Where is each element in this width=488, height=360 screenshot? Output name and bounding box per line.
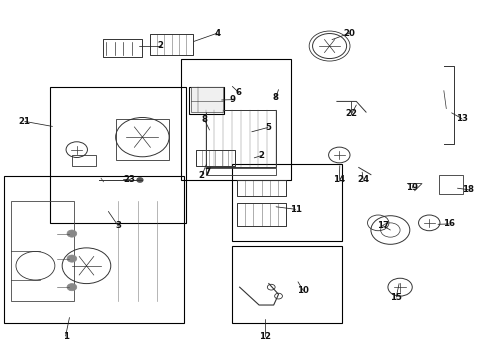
Bar (232, 246, 341, 323)
Bar (103, 39, 142, 57)
Text: 2: 2 (258, 151, 264, 160)
Bar (205, 168, 276, 175)
Text: 20: 20 (343, 29, 355, 38)
Bar (188, 87, 223, 114)
Circle shape (67, 230, 77, 237)
Text: 2: 2 (158, 41, 163, 50)
Text: 16: 16 (442, 220, 454, 229)
Bar (11, 202, 74, 301)
Circle shape (137, 178, 142, 182)
Text: 2: 2 (198, 171, 204, 180)
Bar (232, 164, 341, 241)
Text: 11: 11 (289, 205, 301, 214)
Text: 10: 10 (297, 286, 308, 295)
Text: 21: 21 (19, 117, 31, 126)
Bar (191, 87, 222, 112)
Text: 23: 23 (123, 175, 136, 184)
Bar (438, 175, 462, 194)
Bar (237, 203, 285, 226)
Bar (237, 180, 285, 196)
Text: 15: 15 (389, 293, 401, 302)
Circle shape (67, 284, 77, 291)
Text: 9: 9 (229, 95, 235, 104)
Text: 3: 3 (115, 221, 121, 230)
Text: 1: 1 (62, 332, 68, 341)
Bar (205, 111, 276, 167)
Text: 12: 12 (259, 332, 271, 341)
Text: 19: 19 (406, 183, 417, 192)
Bar (4, 176, 183, 323)
Text: 22: 22 (345, 109, 357, 118)
Text: 13: 13 (455, 114, 467, 123)
Text: 17: 17 (376, 221, 388, 230)
Text: 5: 5 (264, 123, 270, 132)
Circle shape (67, 255, 77, 262)
Text: 18: 18 (461, 185, 473, 194)
Bar (116, 119, 169, 160)
Bar (149, 33, 193, 55)
Text: 14: 14 (332, 175, 345, 184)
Text: 7: 7 (204, 168, 210, 177)
Text: 4: 4 (214, 29, 220, 38)
Bar (50, 87, 186, 223)
Bar (196, 150, 234, 166)
Text: 6: 6 (235, 88, 241, 97)
Text: 8: 8 (272, 93, 278, 102)
Bar (72, 155, 96, 166)
Text: 24: 24 (356, 175, 368, 184)
Text: 8: 8 (201, 116, 207, 125)
Bar (181, 59, 290, 180)
